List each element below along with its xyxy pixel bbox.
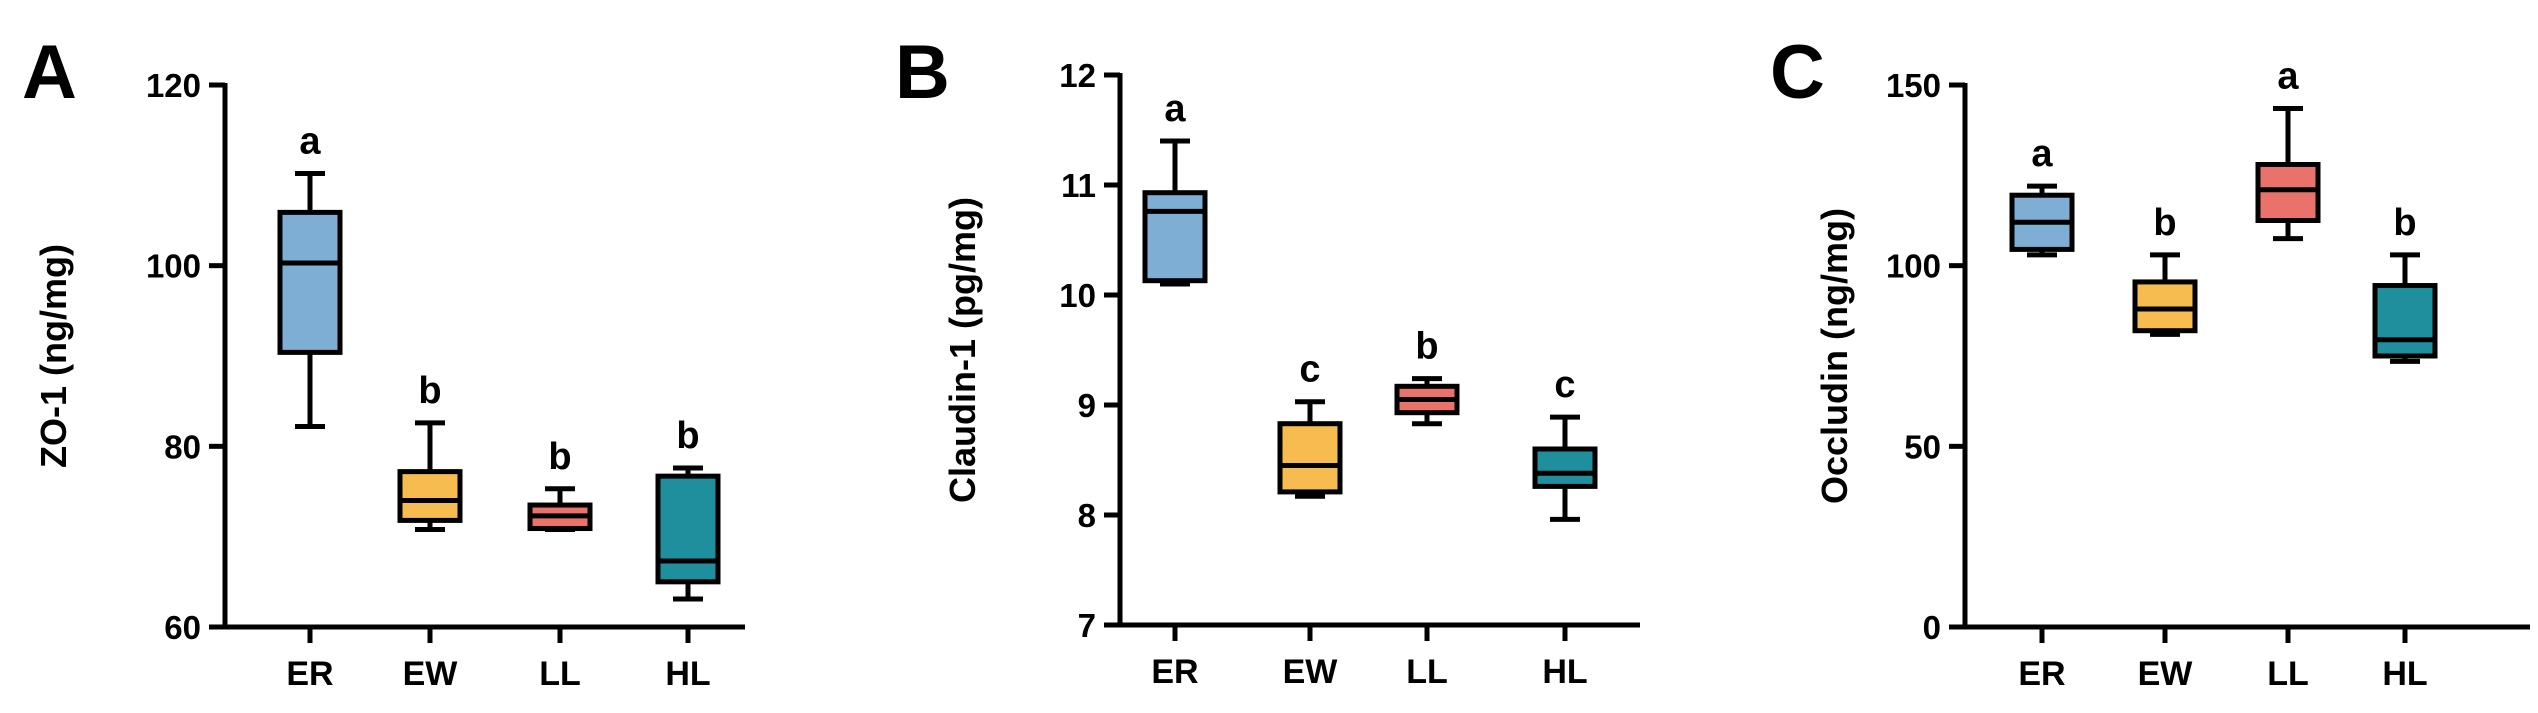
y-tick-label: 12 xyxy=(1059,57,1096,94)
x-tick-label: HL xyxy=(665,655,710,693)
iqr-box xyxy=(2372,283,2438,359)
y-axis-title: ZO-1 (ng/mg) xyxy=(33,244,74,468)
x-tick-label: ER xyxy=(2018,655,2065,693)
y-tick-label: 8 xyxy=(1078,497,1096,534)
panel-letter: A xyxy=(22,30,77,115)
x-tick-label: HL xyxy=(1542,653,1587,691)
box-er: a xyxy=(1142,88,1208,287)
y-tick-label: 150 xyxy=(1886,67,1941,104)
box-hl: b xyxy=(2372,202,2438,364)
x-tick-label: EW xyxy=(403,655,459,693)
x-tick-label: ER xyxy=(286,655,333,693)
x-tick-label: HL xyxy=(2382,655,2427,693)
y-tick-label: 100 xyxy=(1886,248,1941,285)
x-tick-label: ER xyxy=(1151,653,1198,691)
box-hl: c xyxy=(1532,364,1598,522)
iqr-box xyxy=(397,469,463,523)
y-tick-label: 50 xyxy=(1904,428,1941,465)
panel-letter: B xyxy=(895,30,950,115)
y-tick-label: 11 xyxy=(1061,167,1096,204)
significance-letter: c xyxy=(1299,349,1320,391)
y-tick-label: 10 xyxy=(1059,277,1096,314)
box-er: a xyxy=(277,121,343,429)
iqr-box xyxy=(2255,161,2321,223)
panel-letter: C xyxy=(1770,30,1825,115)
x-tick-label: EW xyxy=(2138,655,2194,693)
significance-letter: a xyxy=(299,121,321,163)
box-ew: b xyxy=(397,370,463,532)
x-tick-label: EW xyxy=(1283,653,1339,691)
iqr-box xyxy=(655,473,721,585)
box-er: a xyxy=(2009,133,2075,258)
significance-letter: c xyxy=(1554,364,1575,406)
y-tick-label: 100 xyxy=(146,248,201,285)
significance-letter: b xyxy=(548,436,571,478)
box-ll: a xyxy=(2255,55,2321,242)
y-tick-label: 60 xyxy=(164,609,201,646)
iqr-box xyxy=(277,209,343,355)
x-tick-label: LL xyxy=(2267,655,2309,693)
y-tick-label: 7 xyxy=(1078,607,1096,644)
significance-letter: a xyxy=(1164,88,1186,130)
chart-panel-a: A 60 80 100 120 ZO-1 (ng/mg) a ER b EW b LL b HL xyxy=(22,30,745,693)
iqr-box xyxy=(2132,279,2198,334)
significance-letter: b xyxy=(2153,202,2176,244)
iqr-box xyxy=(1142,190,1208,284)
x-tick-label: LL xyxy=(1406,653,1448,691)
significance-letter: a xyxy=(2277,55,2299,97)
box-ll: b xyxy=(1394,326,1460,427)
iqr-box xyxy=(1277,421,1343,495)
y-tick-label: 80 xyxy=(164,428,201,465)
x-tick-label: LL xyxy=(539,655,581,693)
y-tick-label: 120 xyxy=(146,67,201,104)
significance-letter: a xyxy=(2031,133,2053,175)
y-tick-label: 0 xyxy=(1923,609,1941,646)
significance-letter: b xyxy=(2393,202,2416,244)
significance-letter: b xyxy=(1415,326,1438,368)
significance-letter: b xyxy=(676,415,699,457)
y-tick-label: 9 xyxy=(1078,387,1096,424)
significance-letter: b xyxy=(418,370,441,412)
box-hl: b xyxy=(655,415,721,602)
y-axis-title: Claudin-1 (pg/mg) xyxy=(942,197,983,503)
box-ew: c xyxy=(1277,349,1343,499)
iqr-box xyxy=(1532,446,1598,489)
chart-panel-c: C 0 50 100 150 Occludin (ng/mg) a ER b EW a LL b HL xyxy=(1770,30,2530,693)
box-ew: b xyxy=(2132,202,2198,337)
chart-panel-b: B 7 8 9 10 11 12 Claudin-1 (pg/mg) a ER c EW b LL c HL xyxy=(895,30,1640,691)
box-ll: b xyxy=(527,436,593,532)
y-axis-title: Occludin (ng/mg) xyxy=(1814,208,1855,504)
